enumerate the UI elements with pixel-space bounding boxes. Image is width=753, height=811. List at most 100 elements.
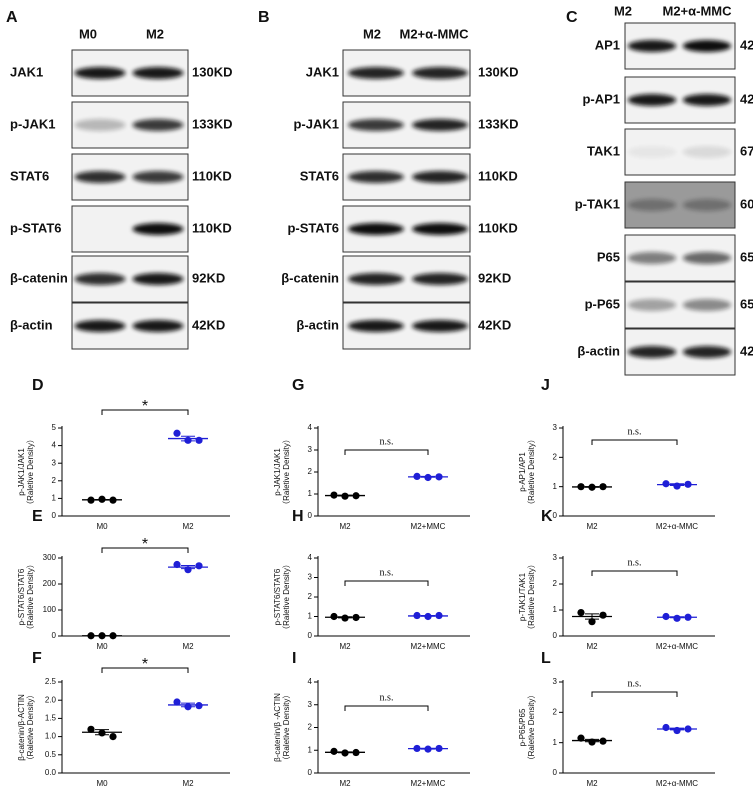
protein-label: β-actin xyxy=(577,343,620,358)
size-label: 42KD xyxy=(478,317,511,332)
band xyxy=(74,320,126,332)
significance-bracket xyxy=(101,667,189,673)
y-axis-sublabel: （Raletive Density） xyxy=(26,435,35,509)
data-point xyxy=(109,733,117,741)
protein-label: P65 xyxy=(597,249,620,264)
y-tick-label: 3 xyxy=(52,458,57,467)
band xyxy=(348,320,404,332)
significance-bracket xyxy=(344,580,429,586)
size-label: 65KD xyxy=(740,296,753,311)
y-tick-label: 3 xyxy=(553,553,558,562)
y-tick-label: 2 xyxy=(553,579,558,588)
axis-line xyxy=(562,680,715,774)
y-tick-label: 1 xyxy=(52,494,57,503)
x-tick-label: M2 xyxy=(182,522,194,531)
y-tick-label: 1 xyxy=(308,612,313,621)
y-tick-label: 0 xyxy=(553,631,558,640)
y-tick-label: 4 xyxy=(308,553,313,562)
band xyxy=(74,67,126,79)
significance-bracket xyxy=(344,705,429,711)
size-label: 110KD xyxy=(478,220,518,235)
y-tick-label: 4 xyxy=(308,423,313,432)
y-axis-label: p-JAK1/JAK1 xyxy=(17,448,26,496)
size-label: 65KD xyxy=(740,249,753,264)
band xyxy=(682,146,732,158)
y-tick-label: 2 xyxy=(308,467,313,476)
protein-label: STAT6 xyxy=(300,168,339,183)
x-tick-label: M2 xyxy=(339,779,351,788)
protein-label: JAK1 xyxy=(306,64,339,79)
y-tick-label: 1 xyxy=(553,482,558,491)
y-axis-sublabel: （Raletive Density） xyxy=(26,560,35,634)
y-tick-label: 3 xyxy=(308,700,313,709)
y-tick-label: 3 xyxy=(553,423,558,432)
data-point xyxy=(673,614,681,622)
y-tick-label: 0 xyxy=(52,631,57,640)
band xyxy=(682,299,732,311)
y-tick-label: 0 xyxy=(553,511,558,520)
data-point xyxy=(662,612,670,621)
x-tick-label: M2+α-MMC xyxy=(656,779,698,788)
size-label: 110KD xyxy=(192,220,232,235)
significance-label: n.s. xyxy=(628,678,642,689)
error-bar xyxy=(421,615,435,617)
lane-label: M2 xyxy=(146,26,164,41)
data-point xyxy=(173,698,181,706)
significance-bracket xyxy=(101,547,189,553)
y-tick-label: 1.5 xyxy=(45,714,57,723)
size-label: 42KD xyxy=(740,37,753,52)
band xyxy=(348,67,404,79)
y-axis-label: p-STAT6/STAT6 xyxy=(273,568,282,625)
significance-bracket xyxy=(591,570,678,576)
x-tick-label: M2 xyxy=(339,522,351,531)
significance-bracket xyxy=(344,449,429,455)
x-tick-label: M2 xyxy=(182,642,194,651)
y-tick-label: 1 xyxy=(308,489,313,498)
error-bar xyxy=(585,613,599,620)
protein-label: JAK1 xyxy=(10,64,43,79)
data-point xyxy=(588,618,596,626)
data-point xyxy=(184,566,192,574)
x-tick-label: M2+MMC xyxy=(411,642,446,651)
data-point xyxy=(195,562,203,570)
y-tick-label: 3 xyxy=(308,445,313,454)
data-point xyxy=(195,702,203,710)
band xyxy=(74,171,126,183)
band xyxy=(682,94,732,106)
data-point xyxy=(662,480,670,488)
axis-line xyxy=(61,680,230,774)
data-point xyxy=(330,747,338,755)
lane-label: M2+α-MMC xyxy=(662,3,732,18)
x-tick-label: M2+α-MMC xyxy=(656,522,698,531)
panel-letter: I xyxy=(292,650,296,667)
x-tick-label: M2 xyxy=(339,642,351,651)
protein-label: p-STAT6 xyxy=(10,220,62,235)
y-tick-label: 1 xyxy=(553,605,558,614)
y-tick-label: 0.0 xyxy=(45,768,57,777)
y-tick-label: 3 xyxy=(553,677,558,686)
axis-line xyxy=(61,426,230,517)
band xyxy=(132,273,184,285)
y-tick-label: 0 xyxy=(308,768,313,777)
size-label: 130KD xyxy=(192,64,232,79)
size-label: 110KD xyxy=(478,168,518,183)
protein-label: STAT6 xyxy=(10,168,49,183)
axis-line xyxy=(317,426,470,517)
y-axis-label: p-AP1/AP1 xyxy=(518,452,527,492)
panel-letter: E xyxy=(32,508,43,525)
y-tick-label: 0 xyxy=(553,768,558,777)
y-tick-label: 100 xyxy=(43,605,57,614)
protein-label: β-catenin xyxy=(281,270,339,285)
band xyxy=(627,252,677,264)
error-bar xyxy=(338,616,352,619)
y-tick-label: 2.0 xyxy=(45,695,57,704)
band xyxy=(132,320,184,332)
size-label: 42KD xyxy=(192,317,225,332)
panel-letter: G xyxy=(292,377,304,394)
x-tick-label: M2+α-MMC xyxy=(656,642,698,651)
error-bar xyxy=(670,616,684,619)
data-point xyxy=(173,560,181,569)
error-bar xyxy=(670,483,684,486)
y-axis-label: p-JAK1/JAK1 xyxy=(273,448,282,496)
y-axis-label: β-catenin/β-ACTIN xyxy=(17,694,26,761)
